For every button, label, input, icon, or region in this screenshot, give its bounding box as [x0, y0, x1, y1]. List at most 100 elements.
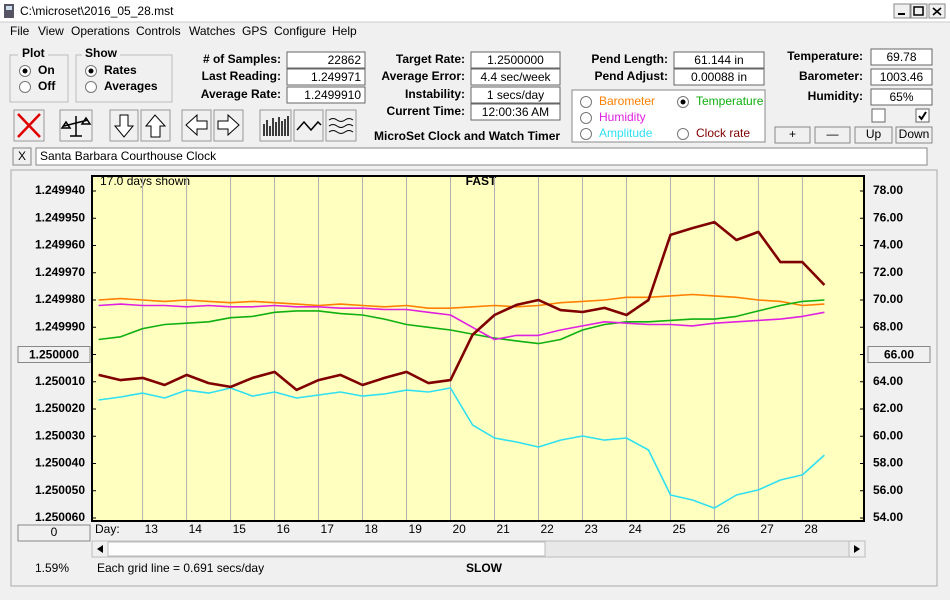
- readout-box: [470, 86, 561, 104]
- readout-value: 1.2500000: [487, 53, 544, 67]
- app-caption: MicroSet Clock and Watch Timer: [374, 129, 560, 143]
- window-controls[interactable]: [893, 3, 946, 19]
- title-bar: [0, 0, 950, 22]
- wave-glyph: [296, 120, 322, 132]
- control-button[interactable]: [774, 126, 811, 144]
- clock-name-field[interactable]: [35, 147, 928, 166]
- center-button[interactable]: [17, 346, 91, 363]
- control-button-label: Up: [866, 127, 882, 141]
- x-tick-label: 20: [453, 522, 467, 536]
- wave-button[interactable]: [293, 109, 324, 142]
- y-tick-label: 1.250030: [35, 428, 85, 442]
- menu-item[interactable]: GPS: [242, 24, 267, 38]
- center-button[interactable]: [867, 346, 931, 363]
- scroll-right-glyph: [854, 545, 860, 553]
- scroll-thumb[interactable]: [107, 541, 546, 557]
- menu-item[interactable]: Controls: [136, 24, 181, 38]
- radio-button[interactable]: [677, 128, 689, 140]
- y-tick-label: 1.249950: [35, 210, 85, 224]
- radio-button[interactable]: [85, 81, 97, 93]
- legend-label: Clock rate: [696, 126, 750, 140]
- show-group-label-bg: [82, 47, 120, 61]
- balance-glyph: [60, 116, 92, 137]
- control-button-label: Down: [899, 127, 930, 141]
- control-button[interactable]: [814, 126, 851, 144]
- plot-group-label: Plot: [22, 46, 45, 60]
- down-glyph: [113, 114, 135, 138]
- checkbox-check: [918, 111, 927, 121]
- menu-item[interactable]: File: [10, 24, 30, 38]
- radio-dot: [680, 99, 686, 105]
- readout-label: Humidity:: [808, 89, 863, 103]
- plot-area: [91, 175, 865, 522]
- series-line: [98, 303, 825, 341]
- offset-button[interactable]: [17, 524, 91, 542]
- series-line: [98, 299, 825, 345]
- ripple-button[interactable]: [325, 109, 357, 142]
- control-button[interactable]: [854, 126, 893, 144]
- y-tick-label: 1.250040: [35, 456, 85, 470]
- y-tick-label: 1.250020: [35, 401, 85, 415]
- y-tick-label: 1.249940: [35, 183, 85, 197]
- radio-button[interactable]: [19, 81, 31, 93]
- readout-label: Average Error:: [381, 69, 465, 83]
- bars-glyph: [263, 116, 289, 136]
- readout-label: Average Rate:: [201, 87, 281, 101]
- radio-button[interactable]: [580, 112, 592, 124]
- readout-value: 12:00:36 AM: [482, 105, 549, 119]
- readout-box: [870, 88, 933, 106]
- readout-label: Pend Length:: [591, 52, 668, 66]
- x-tick-label: 28: [804, 522, 818, 536]
- y2-tick-label: 76.00: [873, 210, 903, 224]
- left-glyph: [185, 113, 208, 137]
- x-tick-label: 17: [321, 522, 335, 536]
- readout-value: 1.2499910: [304, 88, 361, 102]
- y2-tick-label: 56.00: [873, 483, 903, 497]
- series-line: [98, 220, 826, 392]
- readout-box: [673, 51, 765, 69]
- close-glyph: [932, 7, 942, 16]
- control-button[interactable]: [895, 126, 933, 144]
- clear-name-button[interactable]: [12, 147, 32, 166]
- readout-box: [470, 103, 561, 121]
- x-tick-label: 23: [584, 522, 598, 536]
- checkbox[interactable]: [915, 108, 930, 123]
- readout-box: [470, 51, 561, 69]
- y2-tick-label: 78.00: [873, 183, 903, 197]
- y-tick-label: 1.250060: [35, 510, 85, 524]
- menu-item[interactable]: View: [38, 24, 64, 38]
- plot-group-label-bg: [18, 47, 48, 61]
- radio-button[interactable]: [580, 96, 592, 108]
- y-tick-label: 1.249960: [35, 238, 85, 252]
- y-tick-label: 1.250050: [35, 483, 85, 497]
- readout-box: [286, 51, 366, 69]
- readout-box: [470, 68, 561, 86]
- stop-glyph: [17, 113, 41, 138]
- control-button-label: —: [827, 127, 839, 141]
- legend-label: Temperature: [696, 94, 764, 108]
- radio-dot: [88, 68, 94, 74]
- x-tick-label: 25: [672, 522, 686, 536]
- menu-item[interactable]: Operations: [71, 24, 130, 38]
- x-tick-label: 21: [496, 522, 510, 536]
- up-glyph: [144, 114, 167, 138]
- menu-item[interactable]: Help: [332, 24, 357, 38]
- readout-value: 65%: [889, 90, 913, 104]
- menu-item[interactable]: Watches: [189, 24, 235, 38]
- ripple-glyph: [328, 118, 354, 134]
- readout-label: # of Samples:: [203, 52, 281, 66]
- minimize-button[interactable]: [893, 3, 911, 19]
- radio-button[interactable]: [580, 128, 592, 140]
- x-tick-label: 14: [189, 522, 203, 536]
- readout-value: 1003.46: [880, 70, 924, 84]
- menu-item[interactable]: Configure: [274, 24, 326, 38]
- x-tick-label: 16: [277, 522, 291, 536]
- readout-box: [286, 86, 366, 104]
- checkbox[interactable]: [871, 108, 886, 123]
- scrollbar[interactable]: [91, 540, 866, 558]
- radio-dot: [22, 68, 28, 74]
- radio-label: Off: [38, 79, 56, 93]
- readout-label: Pend Adjust:: [594, 69, 668, 83]
- readout-label: Last Reading:: [202, 69, 281, 83]
- x-tick-label: 27: [760, 522, 774, 536]
